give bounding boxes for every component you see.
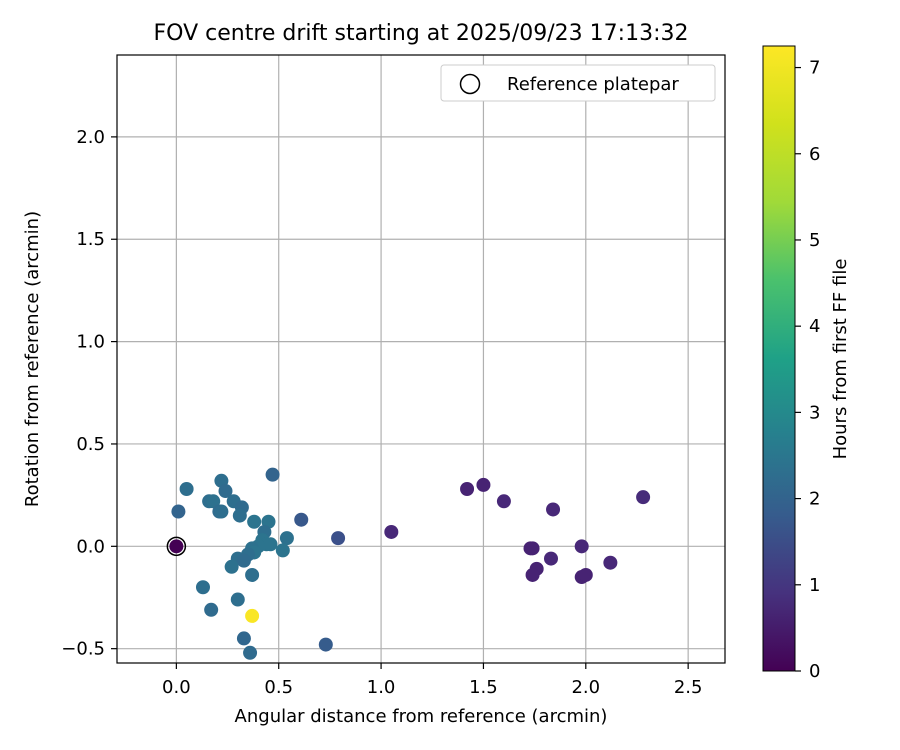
y-tick-label: 1.5 (76, 229, 105, 250)
scatter-point (263, 537, 278, 552)
grid-layer (117, 55, 725, 663)
scatter-point (245, 608, 260, 623)
scatter-point (331, 531, 346, 546)
scatter-point (318, 637, 333, 652)
scatter-point (230, 592, 245, 607)
scatter-point (546, 502, 561, 517)
colorbar-ticks: 0 1 2 3 4 5 6 7 (795, 58, 820, 682)
scatter-point (496, 494, 511, 509)
legend-marker (459, 73, 481, 95)
x-axis-label: Angular distance from reference (arcmin) (235, 706, 608, 727)
x-tick-label: 1.5 (469, 677, 498, 698)
colorbar-gradient (762, 45, 796, 672)
x-tick-label: 0.5 (264, 677, 293, 698)
y-axis-label: Rotation from reference (arcmin) (22, 211, 43, 507)
scatter-point (578, 567, 593, 582)
legend-box (440, 64, 716, 102)
colorbar-tick-label: 0 (809, 661, 820, 682)
scatter-point (384, 524, 399, 539)
scatter-point (275, 543, 290, 558)
x-tick-label: 2.0 (571, 677, 600, 698)
scatter-point (232, 508, 247, 523)
scatter-point (294, 512, 309, 527)
legend-label: Reference platepar (507, 74, 679, 95)
scatter-point (247, 514, 262, 529)
scatter-point (279, 531, 294, 546)
scatter-point (169, 539, 184, 554)
y-tick-label: 2.0 (76, 127, 105, 148)
scatter-point (195, 580, 210, 595)
scatter-point (206, 494, 221, 509)
colorbar-tick-label: 3 (809, 402, 820, 423)
reference-marker (166, 536, 187, 557)
scatter-point (574, 539, 589, 554)
scatter-point (236, 631, 251, 646)
scatter-point (171, 504, 186, 519)
x-tick-label: 1.0 (367, 677, 396, 698)
scatter-point (525, 567, 540, 582)
legend: Reference platepar (440, 64, 716, 102)
y-tick-label: 1.0 (76, 332, 105, 353)
colorbar-tick-label: 6 (809, 144, 820, 165)
scatter-point (214, 504, 229, 519)
plot-frame (116, 54, 726, 664)
scatter-point (204, 602, 219, 617)
scatter-point (603, 555, 618, 570)
scatter-point (224, 559, 239, 574)
colorbar-tick-label: 4 (809, 316, 820, 337)
scatter-point (543, 551, 558, 566)
y-tick-label: 0.0 (76, 536, 105, 557)
axes-layer: 0.0 0.5 1.0 1.5 2.0 2.5 −0.5 0.0 0.5 1.0 1.5 2.0 (61, 127, 702, 698)
scatter-point (245, 567, 260, 582)
scatter-point (236, 553, 251, 568)
scatter-point (476, 477, 491, 492)
scatter-point (525, 541, 540, 556)
scatter-point (636, 490, 651, 505)
scatter-point (218, 484, 233, 499)
scatter-point (460, 481, 475, 496)
x-tick-label: 2.5 (674, 677, 703, 698)
colorbar-tick-label: 7 (809, 58, 820, 79)
colorbar-tick-label: 2 (809, 489, 820, 510)
scatter-points (169, 467, 651, 660)
colorbar-tick-label: 5 (809, 230, 820, 251)
chart-title: FOV centre drift starting at 2025/09/23 … (154, 21, 689, 46)
scatter-point (243, 645, 258, 660)
y-tick-label: 0.5 (76, 434, 105, 455)
x-tick-label: 0.0 (162, 677, 191, 698)
colorbar-label: Hours from first FF file (830, 259, 851, 460)
scatter-point (265, 467, 280, 482)
colorbar: 0 1 2 3 4 5 6 7 Hours from first FF file (762, 45, 851, 682)
y-tick-label: −0.5 (61, 639, 105, 660)
scatter-point (179, 481, 194, 496)
colorbar-tick-label: 1 (809, 575, 820, 596)
